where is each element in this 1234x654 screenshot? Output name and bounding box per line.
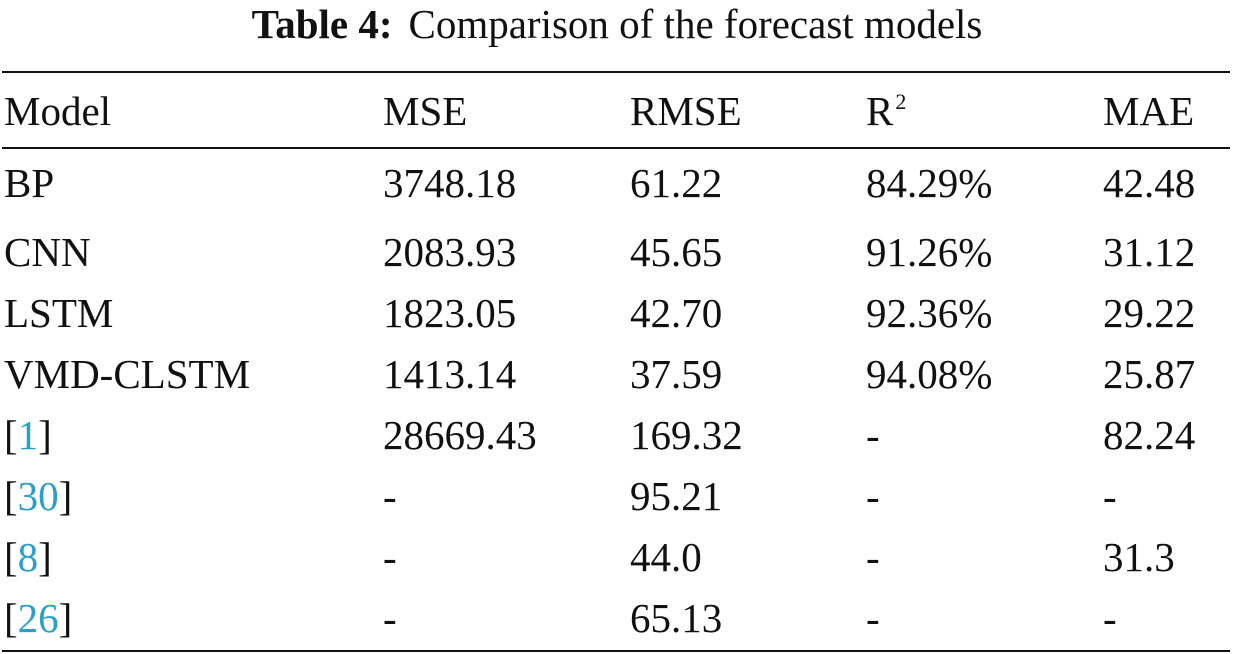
table-row: BP 3748.18 61.22 84.29% 42.48: [4, 144, 1233, 221]
header-rule: [2, 147, 1230, 149]
cell-model: BP: [4, 159, 55, 206]
cell-mse: 28669.43: [383, 411, 537, 458]
header-rmse: RMSE: [630, 88, 742, 134]
table-row: [26] - 65.13 - -: [4, 588, 1233, 649]
cell-mae: -: [1103, 472, 1117, 519]
cell-rmse: 42.70: [630, 289, 723, 336]
cell-rmse: 65.13: [630, 595, 723, 642]
cell-mae: -: [1103, 595, 1117, 642]
cell-mse: -: [383, 534, 397, 581]
cell-mse: 1823.05: [383, 289, 517, 336]
cell-r2: -: [866, 534, 880, 581]
cell-r2: -: [866, 411, 880, 458]
cell-mae: 29.22: [1103, 289, 1196, 336]
cell-model: LSTM: [4, 289, 114, 336]
cell-mae: 42.48: [1103, 159, 1196, 206]
citation-link[interactable]: 30: [17, 472, 59, 519]
cell-mae: 31.12: [1103, 228, 1196, 275]
cell-r2: 84.29%: [866, 159, 993, 206]
header-mae: MAE: [1103, 88, 1195, 134]
table-title: Comparison of the forecast models: [408, 1, 983, 47]
cell-r2: 94.08%: [866, 350, 993, 397]
cell-rmse: 37.59: [630, 350, 723, 397]
citation-link[interactable]: 26: [17, 595, 59, 642]
cell-rmse: 95.21: [630, 472, 723, 519]
table-label: Table 4:: [251, 1, 393, 47]
comparison-table: Model MSE RMSE R2 MAE BP 3748.18 61.22 84.2…: [4, 78, 1233, 649]
cell-r2: 92.36%: [866, 289, 993, 336]
cell-rmse: 61.22: [630, 159, 723, 206]
table-row: VMD-CLSTM 1413.14 37.59 94.08% 25.87: [4, 343, 1233, 404]
cell-mse: 1413.14: [383, 350, 517, 397]
table-body: BP 3748.18 61.22 84.29% 42.48 CNN 2083.93 45.65…: [4, 144, 1233, 649]
table-row: LSTM 1823.05 42.70 92.36% 29.22: [4, 282, 1233, 343]
header-r2: R2: [866, 78, 1103, 144]
cell-model: CNN: [4, 228, 91, 275]
cell-r2: 91.26%: [866, 228, 993, 275]
cell-mae: 25.87: [1103, 350, 1196, 397]
cell-model: [30]: [4, 472, 73, 519]
cell-model: [8]: [4, 534, 52, 581]
cell-mae: 82.24: [1103, 411, 1196, 458]
header-row: Model MSE RMSE R2 MAE: [4, 78, 1233, 144]
table-row: [1] 28669.43 169.32 - 82.24: [4, 404, 1233, 465]
cell-mae: 31.3: [1103, 534, 1175, 581]
cell-mse: -: [383, 472, 397, 519]
header-model: Model: [4, 88, 112, 134]
cell-rmse: 44.0: [630, 534, 702, 581]
cell-mse: 2083.93: [383, 228, 517, 275]
top-rule: [2, 71, 1230, 73]
citation-link[interactable]: 1: [17, 411, 39, 458]
bottom-rule: [2, 650, 1230, 652]
cell-mse: -: [383, 595, 397, 642]
cell-r2: -: [866, 472, 880, 519]
table-row: CNN 2083.93 45.65 91.26% 31.12: [4, 221, 1233, 282]
cell-mse: 3748.18: [383, 159, 517, 206]
cell-rmse: 169.32: [630, 411, 743, 458]
header-mse: MSE: [383, 88, 468, 134]
citation-link[interactable]: 8: [17, 534, 39, 581]
cell-model: VMD-CLSTM: [4, 350, 251, 397]
cell-model: [26]: [4, 595, 73, 642]
cell-rmse: 45.65: [630, 228, 723, 275]
table-caption: Table 4: Comparison of the forecast model…: [0, 0, 1234, 48]
cell-model: [1]: [4, 411, 52, 458]
cell-r2: -: [866, 595, 880, 642]
table-row: [8] - 44.0 - 31.3: [4, 526, 1233, 587]
table-row: [30] - 95.21 - -: [4, 465, 1233, 526]
header-r2-superscript: 2: [895, 89, 907, 114]
header-r2-base: R: [866, 88, 894, 134]
